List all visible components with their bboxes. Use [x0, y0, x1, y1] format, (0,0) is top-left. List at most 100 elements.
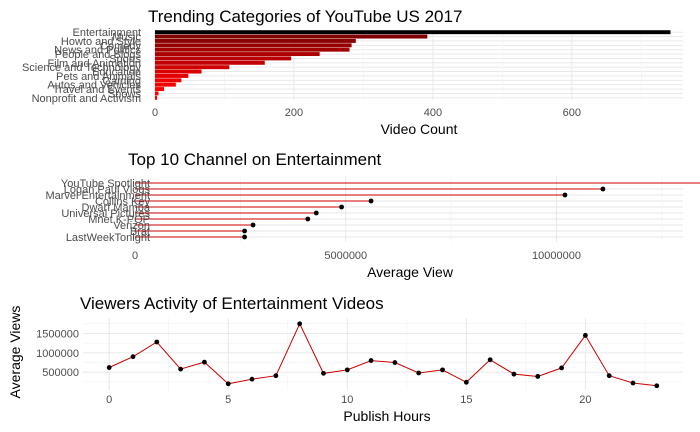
chart-1-x-tick-label: 200	[285, 107, 303, 119]
chart-3-point	[225, 381, 231, 387]
chart-1-category-label: Autos and Vehicles	[47, 80, 141, 92]
chart-3-y-tick-label: 500000	[42, 367, 79, 379]
chart-1-category-label: Science and Technology	[22, 62, 142, 74]
chart-1-bar	[155, 60, 265, 65]
chart-1-bar	[155, 91, 159, 96]
chart-3-y-axis-title: Average Views	[7, 306, 23, 399]
chart-3-point	[106, 365, 112, 370]
chart-1-category-label: Comedy	[100, 40, 141, 52]
chart-1-x-tick-label: 400	[424, 107, 442, 119]
chart-3-point	[535, 374, 541, 379]
chart-3-point	[630, 380, 636, 386]
chart-1-category-label: Pets and Animals	[56, 71, 141, 83]
chart-3-point	[344, 367, 350, 373]
chart-1-bar	[155, 34, 428, 39]
chart-3-point	[416, 370, 422, 376]
chart-1-bar	[155, 65, 230, 70]
chart-1-category-label: Howto and Style	[61, 36, 141, 48]
chart-2-x-tick-label: 5000000	[324, 250, 367, 262]
chart-1-category-label: Music	[112, 32, 141, 44]
chart-2-point	[339, 204, 344, 210]
chart-3-series-line	[108, 322, 657, 387]
chart-3-point	[606, 373, 612, 379]
chart-3-x-tick-label: 15	[460, 394, 472, 406]
chart-1-bars	[155, 30, 671, 100]
chart-3-point	[511, 371, 517, 377]
chart-3-y-tick-label: 1500000	[36, 328, 79, 340]
chart-2-channel-label: Logan Paul Vlogs	[64, 184, 151, 196]
chart-3-title: Viewers Activity of Entertainment Videos	[80, 294, 384, 313]
chart-1-x-axis-title: Video Count	[381, 121, 458, 137]
chart-2-x-axis-title: Average View	[367, 264, 454, 280]
chart-2-point	[242, 228, 248, 234]
chart-3-x-tick-label: 5	[225, 394, 231, 406]
chart-3-y-tick-label: 1000000	[36, 348, 79, 360]
chart-1-bar	[155, 56, 292, 61]
chart-2-channel-label: Collins Key	[95, 196, 151, 208]
chart-2-point	[600, 186, 606, 192]
chart-1-bar	[155, 52, 320, 57]
chart-3-point	[392, 360, 398, 365]
chart-2-point	[242, 234, 248, 240]
chart-3-point	[463, 379, 469, 385]
chart-2-gridlines	[134, 176, 683, 242]
chart-3-x-axis-title: Publish Hours	[343, 408, 430, 424]
chart-2-channel-label: Marvel Entertainment	[45, 190, 150, 202]
chart-3-point	[130, 354, 136, 360]
chart-3-point	[202, 359, 207, 365]
chart-3-point	[321, 370, 326, 376]
chart-3-point	[368, 358, 374, 363]
chart-2-point	[368, 198, 374, 204]
chart-2-point	[250, 222, 256, 228]
chart-3-x-tick-label: 10	[341, 394, 353, 406]
chart-2-channel-label: Mnet K-POP	[88, 214, 150, 226]
chart-3-x-tick-label: 0	[106, 394, 112, 406]
chart-2-channel-label: Dwarf Mamba	[82, 202, 151, 214]
chart-3-point	[582, 333, 588, 338]
chart-1-bar	[155, 78, 182, 83]
chart-1-x-tick-label: 0	[152, 107, 158, 119]
chart-1-bar	[155, 73, 189, 78]
chart-1-bar	[155, 38, 356, 43]
chart-3-point	[440, 367, 445, 373]
chart-3-point	[178, 366, 184, 372]
chart-1-category-label: Nonprofit and Activism	[32, 93, 141, 105]
chart-1-category-label: Shows	[108, 88, 142, 100]
chart-1-category-label: Travel and Events	[53, 84, 142, 96]
chart-1-bar	[155, 43, 352, 48]
chart-1-bar	[155, 30, 671, 35]
chart-1-category-label: Gaming	[102, 75, 141, 87]
chart-1-bar	[155, 69, 202, 74]
chart-3-gridlines	[83, 318, 683, 390]
chart-1-category-label: Film and Animation	[47, 58, 141, 70]
chart-3-point	[249, 376, 255, 382]
chart-3-line	[108, 322, 657, 387]
chart-3-y-tick-labels: 500000 1000000 1500000	[36, 328, 79, 379]
chart-3-point	[559, 365, 564, 371]
chart-3-point	[154, 339, 160, 345]
chart-1-bar	[155, 47, 350, 52]
chart-1-bar	[155, 95, 158, 100]
chart-1-category-label: Sports	[109, 53, 141, 65]
chart-3-points	[106, 321, 660, 389]
chart-viewers-activity: 0 5 10 15 20 500000 1000000 1500000 Viewers Ac…	[7, 294, 683, 424]
chart-2-point	[562, 192, 568, 198]
chart-2-channel-label: YouTube Spotlight	[61, 178, 150, 190]
chart-1-category-label: Entertainment	[73, 27, 141, 39]
chart-1-title: Trending Categories of YouTube US 2017	[148, 7, 462, 26]
chart-3-x-tick-label: 20	[579, 394, 591, 406]
chart-1-category-label: News and Politics	[54, 45, 141, 57]
chart-2-title: Top 10 Channel on Entertainment	[128, 150, 382, 169]
chart-3-point	[297, 321, 303, 327]
chart-2-channel-label: Verizon	[113, 220, 150, 232]
chart-1-bar	[155, 87, 165, 92]
chart-2-x-tick-label: 10000000	[532, 250, 581, 262]
chart-2-point	[313, 210, 319, 216]
chart-2-point	[305, 216, 311, 222]
chart-3-x-tick-labels: 0 5 10 15 20	[106, 394, 591, 406]
chart-2-x-tick-label: 0	[132, 250, 138, 262]
chart-3-point	[273, 373, 279, 379]
